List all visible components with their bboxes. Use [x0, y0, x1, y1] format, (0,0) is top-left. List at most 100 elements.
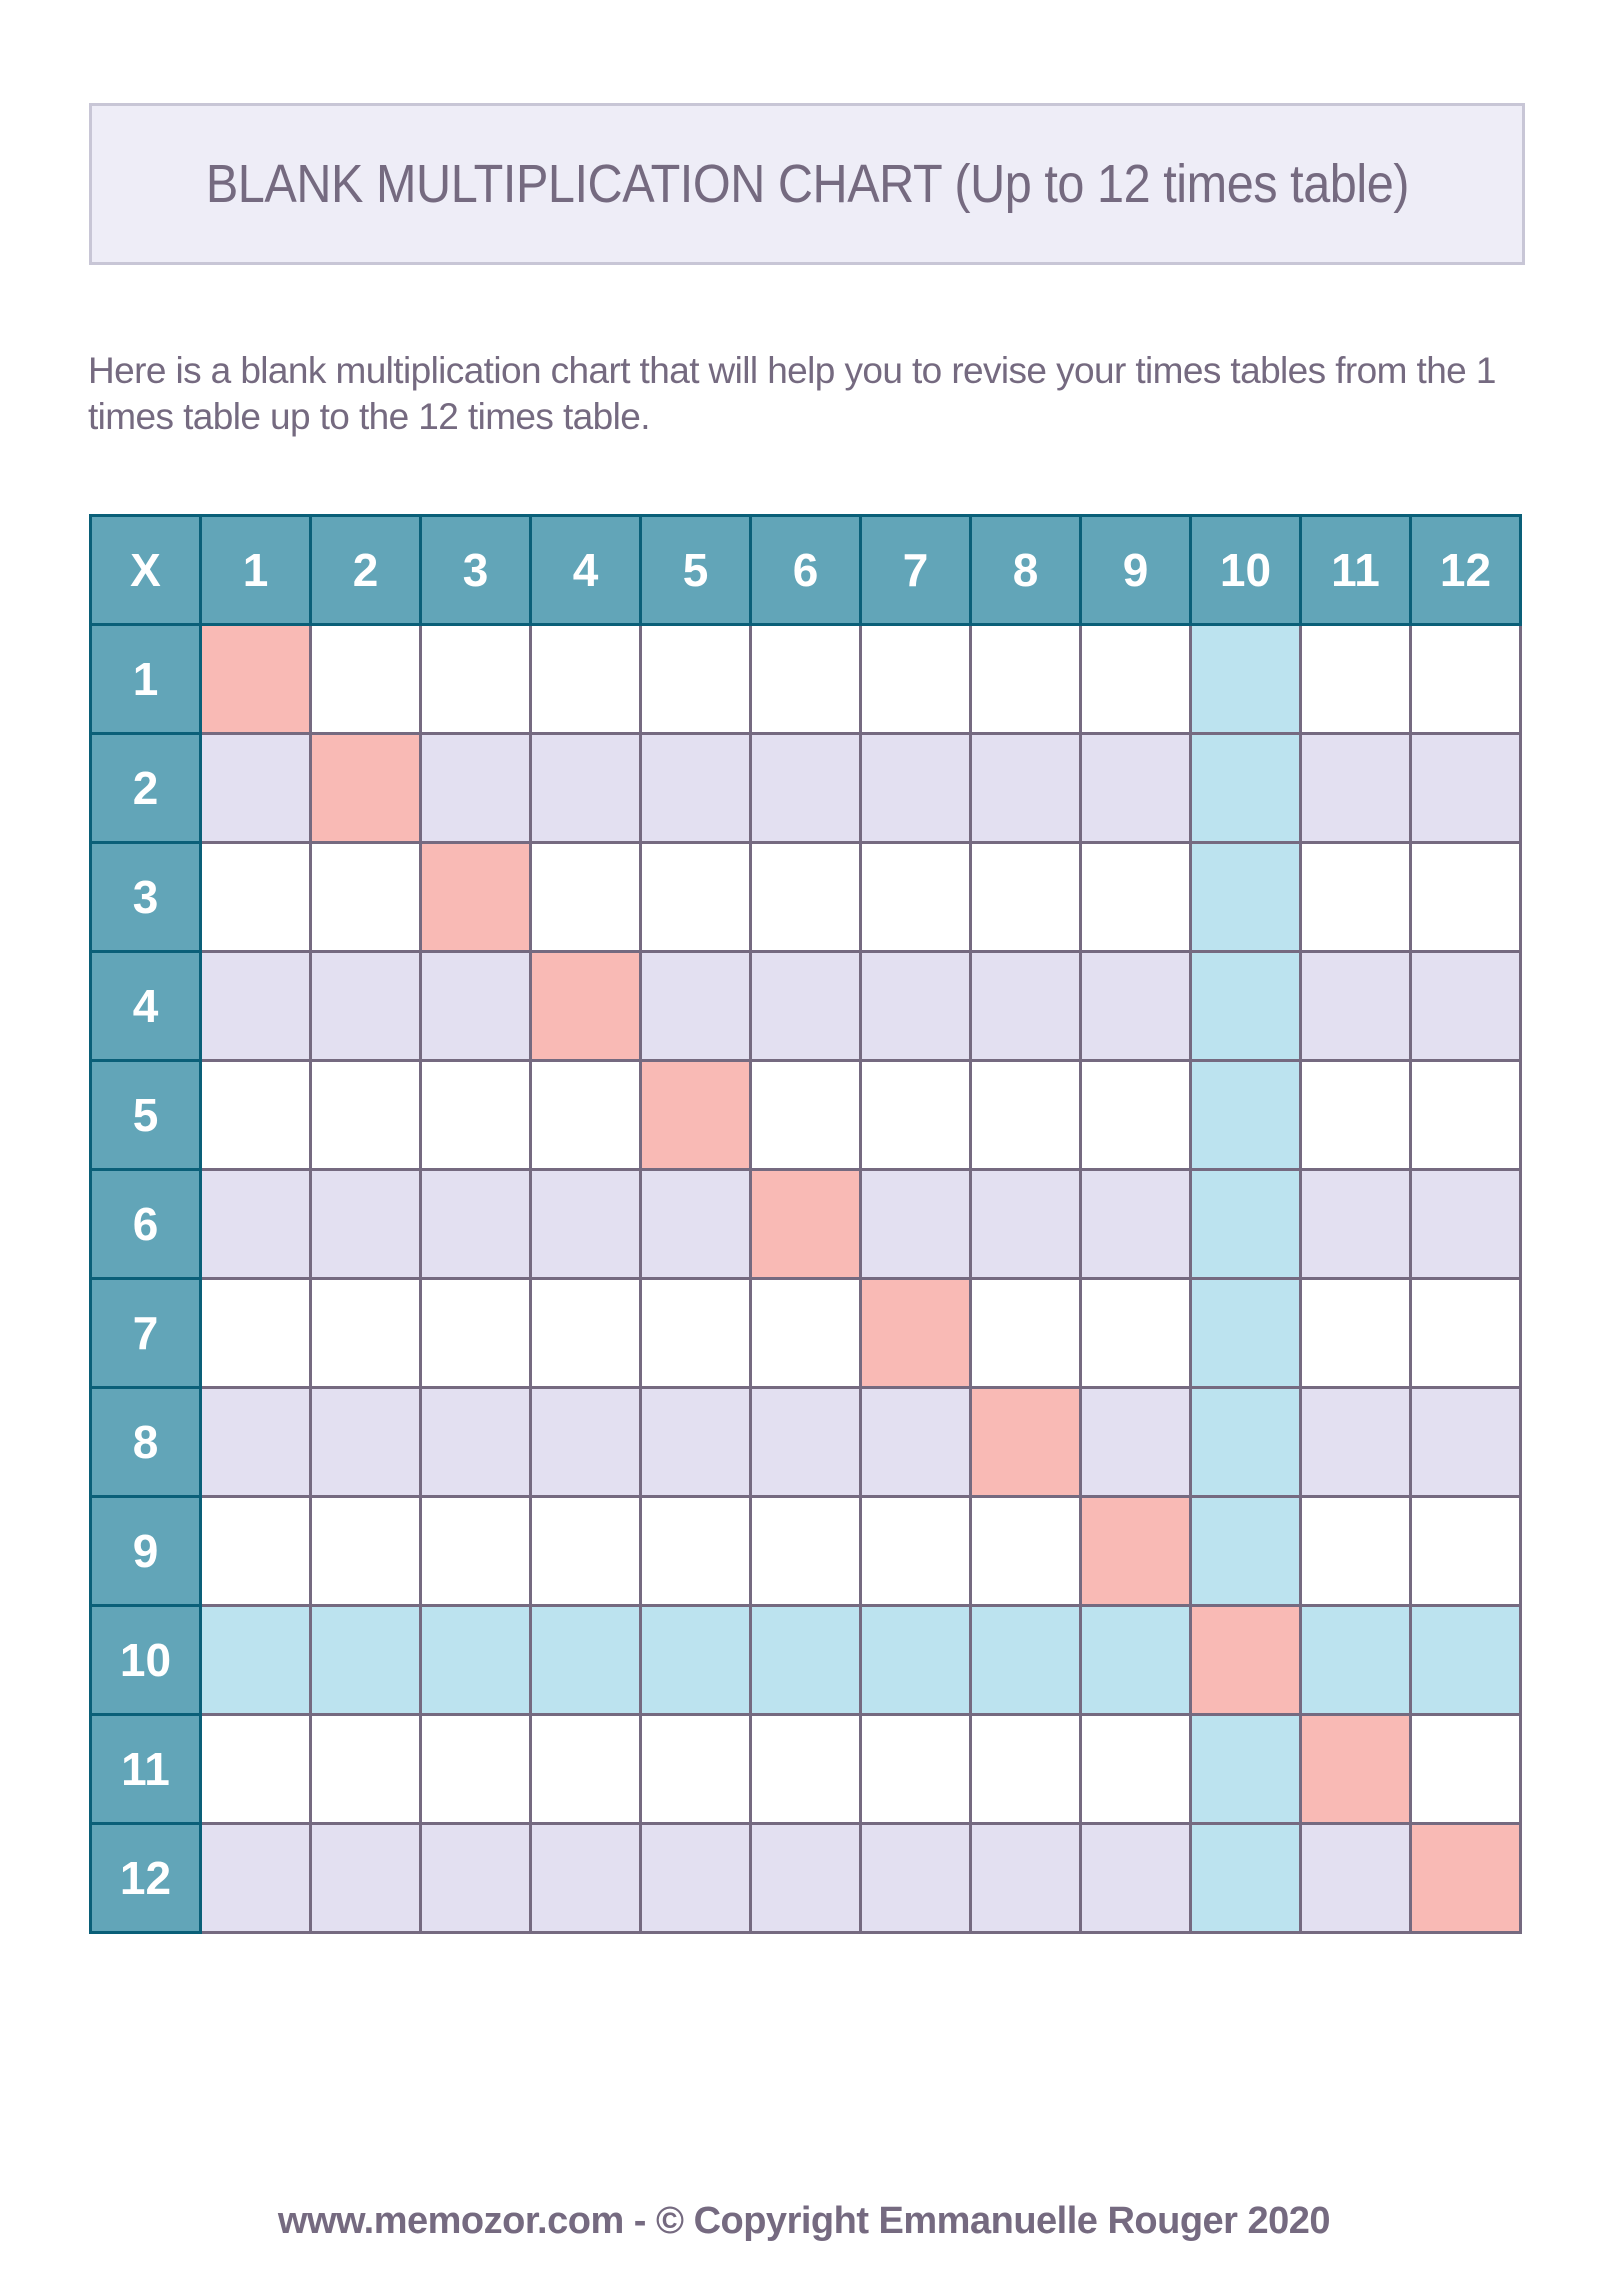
diagonal-cell[interactable]: [199, 623, 312, 735]
answer-cell[interactable]: [639, 841, 752, 953]
answer-cell[interactable]: [199, 1168, 312, 1280]
answer-cell[interactable]: [309, 1277, 422, 1389]
answer-cell[interactable]: [199, 950, 312, 1062]
answer-cell[interactable]: [309, 1059, 422, 1171]
answer-cell[interactable]: [969, 950, 1082, 1062]
answer-cell[interactable]: [309, 1386, 422, 1498]
answer-cell[interactable]: [749, 1386, 862, 1498]
answer-cell[interactable]: [859, 841, 972, 953]
answer-cell[interactable]: [529, 1822, 642, 1934]
answer-cell[interactable]: [309, 950, 422, 1062]
answer-cell[interactable]: [969, 1822, 1082, 1934]
answer-cell[interactable]: [859, 950, 972, 1062]
answer-cell[interactable]: [199, 1277, 312, 1389]
answer-cell[interactable]: [1189, 1386, 1302, 1498]
answer-cell[interactable]: [309, 1168, 422, 1280]
diagonal-cell[interactable]: [1299, 1713, 1412, 1825]
answer-cell[interactable]: [859, 1604, 972, 1716]
answer-cell[interactable]: [419, 950, 532, 1062]
answer-cell[interactable]: [1299, 841, 1412, 953]
answer-cell[interactable]: [969, 841, 1082, 953]
diagonal-cell[interactable]: [639, 1059, 752, 1171]
answer-cell[interactable]: [1299, 1822, 1412, 1934]
answer-cell[interactable]: [1189, 1495, 1302, 1607]
answer-cell[interactable]: [1299, 1059, 1412, 1171]
answer-cell[interactable]: [639, 1604, 752, 1716]
answer-cell[interactable]: [419, 1604, 532, 1716]
answer-cell[interactable]: [199, 1604, 312, 1716]
answer-cell[interactable]: [639, 732, 752, 844]
answer-cell[interactable]: [529, 1713, 642, 1825]
diagonal-cell[interactable]: [859, 1277, 972, 1389]
answer-cell[interactable]: [969, 1059, 1082, 1171]
answer-cell[interactable]: [1409, 950, 1522, 1062]
answer-cell[interactable]: [1079, 732, 1192, 844]
answer-cell[interactable]: [529, 1386, 642, 1498]
answer-cell[interactable]: [419, 1168, 532, 1280]
answer-cell[interactable]: [859, 1168, 972, 1280]
answer-cell[interactable]: [309, 623, 422, 735]
answer-cell[interactable]: [199, 1386, 312, 1498]
answer-cell[interactable]: [749, 732, 862, 844]
answer-cell[interactable]: [419, 732, 532, 844]
answer-cell[interactable]: [1409, 1386, 1522, 1498]
answer-cell[interactable]: [749, 623, 862, 735]
answer-cell[interactable]: [1189, 1713, 1302, 1825]
answer-cell[interactable]: [309, 1604, 422, 1716]
answer-cell[interactable]: [1299, 623, 1412, 735]
answer-cell[interactable]: [1409, 1604, 1522, 1716]
answer-cell[interactable]: [859, 1495, 972, 1607]
answer-cell[interactable]: [859, 1713, 972, 1825]
answer-cell[interactable]: [749, 1822, 862, 1934]
answer-cell[interactable]: [859, 1822, 972, 1934]
diagonal-cell[interactable]: [529, 950, 642, 1062]
answer-cell[interactable]: [969, 1495, 1082, 1607]
diagonal-cell[interactable]: [309, 732, 422, 844]
answer-cell[interactable]: [1079, 1604, 1192, 1716]
answer-cell[interactable]: [309, 1713, 422, 1825]
answer-cell[interactable]: [1409, 1277, 1522, 1389]
answer-cell[interactable]: [749, 1604, 862, 1716]
answer-cell[interactable]: [419, 1277, 532, 1389]
answer-cell[interactable]: [309, 1495, 422, 1607]
answer-cell[interactable]: [1409, 1059, 1522, 1171]
answer-cell[interactable]: [639, 1168, 752, 1280]
answer-cell[interactable]: [1189, 623, 1302, 735]
answer-cell[interactable]: [1079, 1059, 1192, 1171]
answer-cell[interactable]: [639, 1277, 752, 1389]
diagonal-cell[interactable]: [1079, 1495, 1192, 1607]
answer-cell[interactable]: [1079, 1277, 1192, 1389]
answer-cell[interactable]: [1079, 1713, 1192, 1825]
answer-cell[interactable]: [639, 1495, 752, 1607]
answer-cell[interactable]: [1299, 1495, 1412, 1607]
answer-cell[interactable]: [1189, 1168, 1302, 1280]
answer-cell[interactable]: [639, 1386, 752, 1498]
diagonal-cell[interactable]: [749, 1168, 862, 1280]
diagonal-cell[interactable]: [419, 841, 532, 953]
answer-cell[interactable]: [529, 1059, 642, 1171]
answer-cell[interactable]: [199, 841, 312, 953]
answer-cell[interactable]: [969, 1713, 1082, 1825]
answer-cell[interactable]: [1189, 1277, 1302, 1389]
answer-cell[interactable]: [1079, 1386, 1192, 1498]
answer-cell[interactable]: [969, 1604, 1082, 1716]
answer-cell[interactable]: [529, 732, 642, 844]
answer-cell[interactable]: [1299, 1604, 1412, 1716]
answer-cell[interactable]: [1079, 950, 1192, 1062]
answer-cell[interactable]: [1409, 1713, 1522, 1825]
answer-cell[interactable]: [419, 1386, 532, 1498]
answer-cell[interactable]: [529, 1168, 642, 1280]
answer-cell[interactable]: [309, 841, 422, 953]
answer-cell[interactable]: [749, 1495, 862, 1607]
answer-cell[interactable]: [199, 1059, 312, 1171]
answer-cell[interactable]: [419, 1822, 532, 1934]
answer-cell[interactable]: [419, 623, 532, 735]
answer-cell[interactable]: [529, 1604, 642, 1716]
answer-cell[interactable]: [749, 1059, 862, 1171]
answer-cell[interactable]: [529, 1277, 642, 1389]
answer-cell[interactable]: [749, 950, 862, 1062]
answer-cell[interactable]: [1299, 732, 1412, 844]
answer-cell[interactable]: [969, 732, 1082, 844]
answer-cell[interactable]: [1079, 1168, 1192, 1280]
diagonal-cell[interactable]: [1189, 1604, 1302, 1716]
